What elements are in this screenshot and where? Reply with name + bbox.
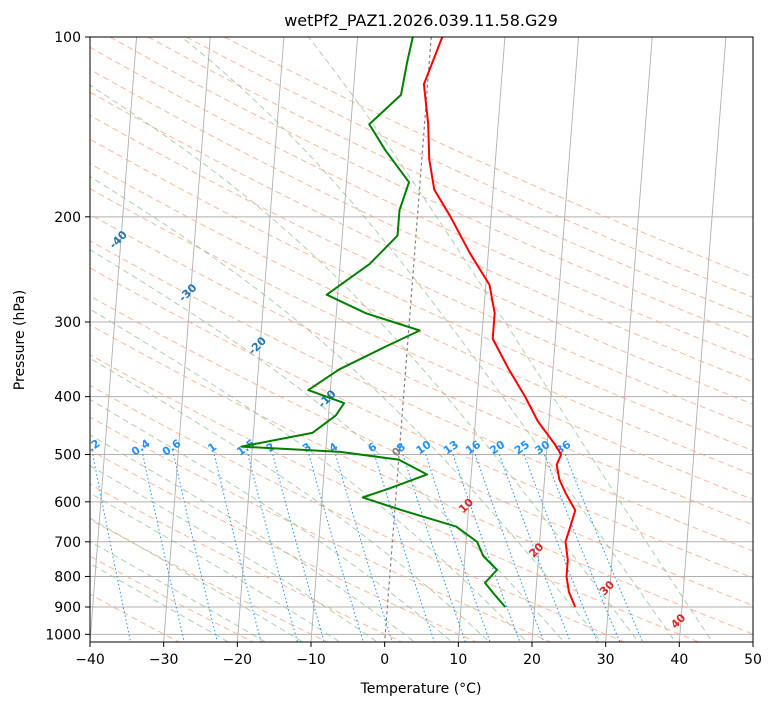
moist-adiabat-line <box>181 37 677 642</box>
isotherm-line <box>678 37 727 642</box>
dry-adiabat-line <box>90 295 753 607</box>
x-tick-label: −10 <box>296 652 326 668</box>
moist-adiabat-line <box>90 540 267 642</box>
plot-frame <box>89 36 754 643</box>
dry-adiabat-line <box>90 91 753 405</box>
profile-series <box>240 37 577 608</box>
moist-adiabat-line <box>90 517 304 642</box>
dry-adiabat-line <box>90 213 753 526</box>
mixing-ratio-line <box>272 454 325 642</box>
x-axis-ticks: −40 −30 −20 −10 0 10 20 30 40 50 <box>75 642 762 668</box>
chart-title: wetPf2_PAZ1.2026.039.11.58.G29 <box>284 11 558 31</box>
mixing-ratio-line <box>247 454 298 642</box>
mixing-ratio-line <box>474 454 545 642</box>
dry-adiabat-line <box>186 37 753 298</box>
y-tick-label: 100 <box>54 30 81 46</box>
moist-adiabat-line <box>308 37 714 642</box>
y-tick-label: 900 <box>54 600 81 616</box>
x-tick-label: 0 <box>380 652 389 668</box>
x-axis-title: Temperature (°C) <box>360 681 482 697</box>
dry-adiabat-line <box>90 449 478 642</box>
mixing-ratio-line <box>142 454 185 642</box>
isotherm-line <box>457 37 506 642</box>
background-lines <box>90 37 753 642</box>
x-tick-label: 20 <box>523 652 541 668</box>
moist-adiabat-line <box>90 465 379 642</box>
x-tick-label: −20 <box>223 652 253 668</box>
dry-adiabat-line <box>90 267 753 579</box>
dry-adiabat-line <box>90 593 180 642</box>
dry-adiabat-line <box>90 138 753 452</box>
dry-adiabat-line <box>109 37 753 340</box>
dry-adiabat-line <box>90 114 753 428</box>
x-tick-label: −40 <box>75 652 105 668</box>
mixing-ratio-line <box>373 454 435 642</box>
dry-adiabat-line <box>90 240 753 552</box>
mixing-ratio-line <box>308 454 364 642</box>
y-tick-label: 200 <box>54 210 81 226</box>
y-tick-label: 1000 <box>45 627 81 643</box>
y-tick-label: 300 <box>54 315 81 331</box>
mixing-ratio-line <box>213 454 262 642</box>
dry-adiabat-line <box>90 46 753 361</box>
x-tick-label: 10 <box>449 652 467 668</box>
dry-adiabat-line <box>90 555 255 642</box>
y-tick-label: 800 <box>54 569 81 585</box>
dry-adiabat-line <box>90 324 753 635</box>
mixing-ratio-line <box>452 454 521 642</box>
mixing-ratio-line <box>523 454 598 642</box>
mixing-ratio-line <box>335 454 393 642</box>
moist-adiabat-line <box>90 249 565 642</box>
dry-adiabat-line <box>90 188 753 501</box>
moist-adiabat-line <box>90 562 230 642</box>
dry-adiabat-line <box>90 416 552 642</box>
mixing-ratio-line <box>173 454 218 642</box>
y-tick-label: 400 <box>54 390 81 406</box>
isotherm-line <box>531 37 580 642</box>
moist-adiabat-line <box>90 308 528 642</box>
x-tick-label: −30 <box>149 652 179 668</box>
isotherm-line <box>163 37 211 642</box>
y-axis-title: Pressure (hPa) <box>12 290 28 390</box>
y-tick-label: 700 <box>54 535 81 551</box>
temperature-profile-line <box>422 37 577 608</box>
y-axis-ticks: 100 200 300 400 500 600 700 800 900 1000 <box>45 30 90 643</box>
dewpoint-profile-line <box>240 37 506 608</box>
dry-adiabat-line <box>147 37 753 319</box>
x-tick-label: 30 <box>597 652 615 668</box>
moist-adiabat-line <box>90 434 416 642</box>
moist-adiabat-line <box>90 175 602 642</box>
moist-adiabat-line <box>90 357 491 642</box>
x-tick-label: 50 <box>744 652 762 668</box>
y-tick-label: 500 <box>54 448 81 464</box>
y-tick-label: 600 <box>54 495 81 511</box>
isotherm-line <box>605 37 653 642</box>
x-tick-label: 40 <box>670 652 688 668</box>
dry-adiabat-line <box>90 68 753 383</box>
mixing-ratio-line <box>92 454 132 642</box>
dry-adiabat-line <box>90 163 753 476</box>
isotherm-line <box>236 37 285 642</box>
mixing-ratio-line <box>498 454 571 642</box>
